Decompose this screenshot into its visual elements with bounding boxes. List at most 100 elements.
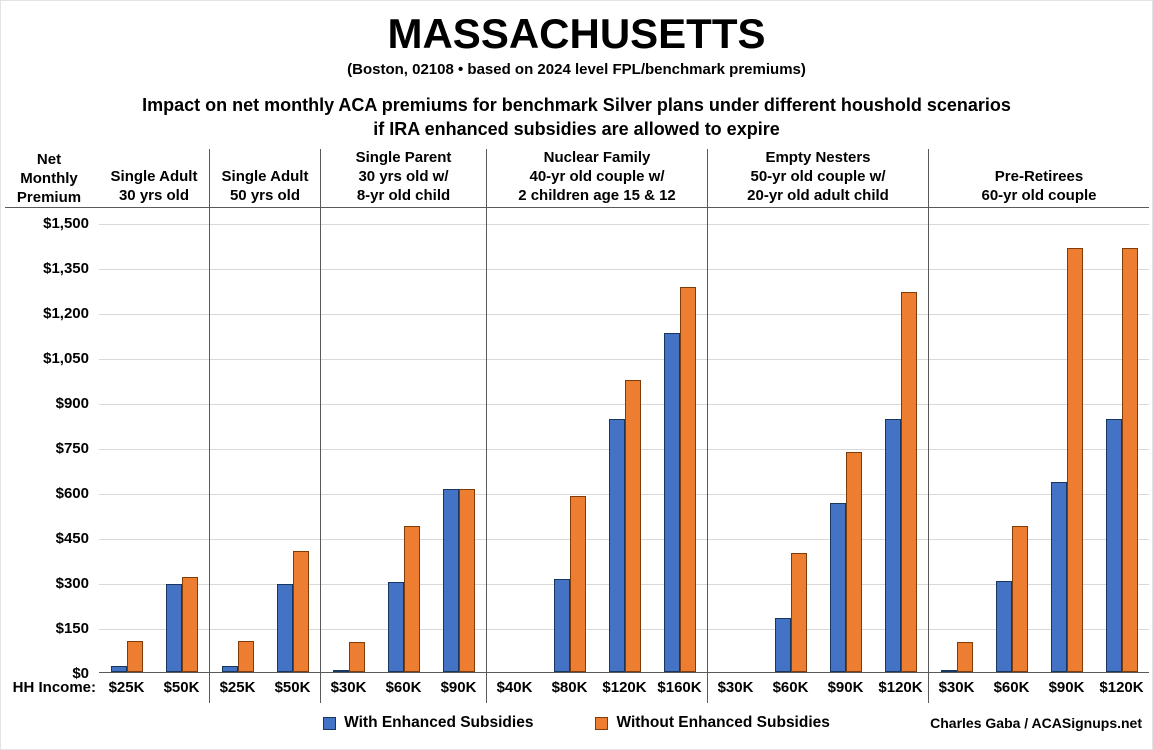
gridline	[487, 404, 707, 405]
bar-with-subsidies	[1105, 418, 1122, 672]
gridline	[99, 404, 209, 405]
chart-description: Impact on net monthly ACA premiums for b…	[1, 93, 1152, 141]
legend-item-without-subsidies: Without Enhanced Subsidies	[595, 714, 830, 732]
bar-pair	[663, 286, 696, 672]
category-slot	[99, 208, 154, 672]
gridline	[487, 269, 707, 270]
bar-without-subsidies	[790, 552, 807, 672]
bar-with-subsidies	[165, 584, 182, 672]
gridline	[487, 584, 707, 585]
gridline	[708, 539, 928, 540]
category-slot	[873, 208, 928, 672]
category-slot	[929, 208, 984, 672]
category-slot	[984, 208, 1039, 672]
bar-pair	[884, 291, 917, 672]
bar-without-subsidies	[845, 451, 862, 672]
scenario-group: Single Adult 50 yrs old $25K $50K	[209, 149, 320, 703]
group-plot	[210, 207, 320, 673]
chart-description-line-1: Impact on net monthly ACA premiums for b…	[142, 95, 1011, 115]
y-axis-title-line-2: Monthly	[20, 170, 78, 187]
bar-with-subsidies	[663, 333, 680, 672]
bar-pair	[1050, 247, 1083, 672]
gridline	[99, 449, 209, 450]
gridline	[321, 269, 486, 270]
group-plot	[99, 207, 209, 673]
gridline	[321, 494, 486, 495]
category-label: $120K	[878, 679, 923, 696]
gridline	[929, 449, 1149, 450]
gridline	[321, 314, 486, 315]
gridline	[99, 314, 209, 315]
bar-pair	[276, 551, 309, 672]
bar-without-subsidies	[458, 489, 475, 672]
category-slot	[763, 208, 818, 672]
gridline	[210, 449, 320, 450]
category-label: $30K	[330, 679, 367, 696]
legend-label-without: Without Enhanced Subsidies	[616, 714, 830, 731]
bar-without-subsidies	[403, 525, 420, 672]
category-label: $30K	[938, 679, 975, 696]
gridline	[321, 224, 486, 225]
groups-row: Single Adult 30 yrs old $25K $50K Single Adu…	[99, 149, 1149, 703]
y-tick-label: $300	[55, 575, 89, 592]
legend-item-with-subsidies: With Enhanced Subsidies	[323, 714, 533, 732]
gridline	[708, 314, 928, 315]
group-header-line: Single Adult	[110, 168, 198, 185]
category-slot	[265, 208, 320, 672]
group-plot	[321, 207, 486, 673]
category-label: $30K	[717, 679, 754, 696]
bar-pair	[553, 495, 586, 672]
gridline	[210, 539, 320, 540]
gridline	[708, 494, 928, 495]
gridline	[99, 224, 209, 225]
category-slot	[652, 208, 707, 672]
gridline	[210, 584, 320, 585]
bar-pair	[829, 451, 862, 672]
chart-subtitle: (Boston, 02108 • based on 2024 level FPL…	[347, 61, 806, 78]
group-header-line: Pre-Retirees	[994, 168, 1084, 185]
group-header-line: 8-yr old child	[356, 187, 451, 204]
y-tick-label: $150	[55, 620, 89, 637]
category-label: $60K	[772, 679, 809, 696]
bar-without-subsidies	[679, 286, 696, 672]
category-label: $80K	[551, 679, 588, 696]
bar-without-subsidies	[1066, 247, 1083, 672]
y-tick-label: $1,350	[43, 260, 89, 277]
group-header-line: 50 yrs old	[229, 187, 301, 204]
y-tick-label: $750	[55, 440, 89, 457]
category-label: $25K	[108, 679, 145, 696]
group-header: Pre-Retirees 60-yr old couple	[929, 149, 1149, 207]
category-slot	[1039, 208, 1094, 672]
bar-without-subsidies	[956, 642, 973, 672]
gridline	[210, 629, 320, 630]
gridline	[929, 269, 1149, 270]
bar-pair	[110, 640, 143, 672]
category-label: $90K	[827, 679, 864, 696]
group-header-line: Single Adult	[221, 168, 309, 185]
group-header: Empty Nesters 50-yr old couple w/20-yr ol…	[708, 149, 928, 207]
gridline	[708, 359, 928, 360]
category-slot	[376, 208, 431, 672]
y-tick-label: $450	[55, 530, 89, 547]
gridline	[99, 269, 209, 270]
category-slot	[597, 208, 652, 672]
bar-with-subsidies	[884, 418, 901, 672]
group-header-line: 50-yr old couple w/	[750, 168, 886, 185]
bar-without-subsidies	[1121, 247, 1138, 672]
bar-with-subsidies	[940, 670, 957, 672]
bar-with-subsidies	[276, 584, 293, 672]
gridline	[210, 359, 320, 360]
gridline	[708, 449, 928, 450]
category-label: $60K	[385, 679, 422, 696]
category-slot	[321, 208, 376, 672]
category-label: $120K	[1099, 679, 1144, 696]
category-slot	[1094, 208, 1149, 672]
gridline	[708, 584, 928, 585]
group-header: Single Adult 50 yrs old	[210, 149, 320, 207]
category-slot	[708, 208, 763, 672]
chart-title: MASSACHUSETTS	[387, 10, 766, 57]
legend-swatch-without-icon	[595, 716, 609, 730]
y-tick-label: $0	[72, 665, 89, 682]
gridline	[210, 404, 320, 405]
gridline	[929, 539, 1149, 540]
